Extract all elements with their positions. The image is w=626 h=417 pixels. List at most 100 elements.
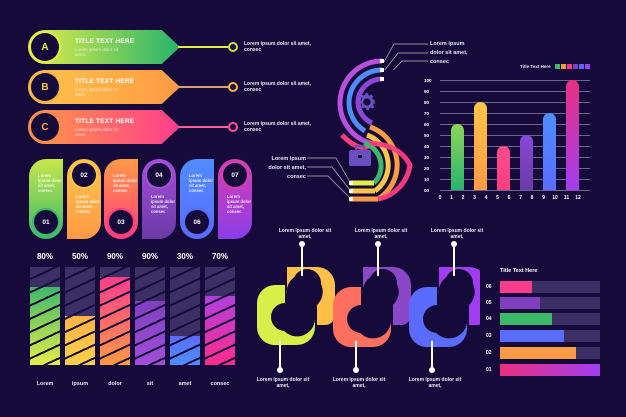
y-tick: 70 [424,111,430,116]
banner-letter: C [31,113,59,141]
connector-line [178,46,230,48]
hook-stem [453,246,455,276]
y-tick: 90 [424,89,430,94]
briefcase-icon [348,145,372,172]
x-tick: 9 [542,195,545,201]
s-top-label: Lorem ipsum [430,41,465,47]
y-tick: 100 [424,78,432,83]
legend-swatch [584,64,590,70]
s-bottom-label: consec [287,174,306,180]
x-tick: 8 [530,195,534,201]
hook-top-text: Lorem ipsum dolor sit amet, [354,228,408,240]
percent-bar-amet [170,267,200,365]
s-bottom-label: dolor sit amet, [268,165,306,171]
s-diagram [320,55,435,205]
banner-title: TITLE TEXT HERE [75,78,135,85]
banner-a: A TITLE TEXT HERE Lorem ipsum dolor sit … [28,30,311,64]
hbar-fill [500,364,600,376]
hbar-label: 06 [486,284,492,290]
pill-text: Lorem ipsum dolor sit amet, consec [227,194,251,214]
hbar-label: 04 [486,316,492,322]
percent-label: amet [178,381,192,387]
bar-11 [566,80,579,190]
hook-shapes-graphic [256,267,480,348]
y-tick: 60 [424,122,430,127]
pill-text: Lorem ipsum dolor sit amet, consec [151,194,175,214]
hbar-fill [500,297,540,309]
percent-label: sit [146,381,154,387]
legend-swatch [560,64,566,70]
pill-text: Lorem ipsum dolor sit amet, consec [113,173,137,193]
banner-letter: A [31,33,59,61]
hbar-fill [500,281,532,293]
percent-value: 50% [71,252,88,261]
banner-c: C TITLE TEXT HERE Lorem ipsum dolor sit … [28,110,311,144]
connector-dot [228,42,238,52]
bar-5 [497,146,510,190]
banner-desc: Lorem ipsum dolor sit amet, consec [244,81,311,93]
pill-04: 04 Lorem ipsum dolor sit amet, consec [142,159,176,239]
banner-title: TITLE TEXT HERE [75,118,135,125]
percent-value: 90% [141,252,158,261]
x-tick: 4 [484,195,488,201]
s-top-labels: Lorem ipsum dolor sit amet, consec [430,40,468,67]
x-tick: 5 [496,195,499,201]
percent-bar-ipsum [65,267,95,365]
percent-bar-dolor [100,267,130,365]
y-tick: 20 [424,166,430,171]
pill-07: 07 Lorem ipsum dolor sit amet, consec [218,159,252,239]
x-tick: 6 [507,195,511,201]
banner-desc: Lorem ipsum dolor sit amet, consec [244,41,311,53]
hook-bottom-text: Lorem ipsum dolor sit amet, [256,377,310,389]
percent-bar-sit [135,267,165,365]
s-top-label: dolor sit amet, [430,50,468,56]
hbar-fill [500,347,576,359]
pill-03: Lorem ipsum dolor sit amet, consec 03 [104,159,138,239]
connector-line [178,126,230,128]
legend-swatch [554,64,560,70]
banner-title: TITLE TEXT HERE [75,38,135,45]
x-tick: 10 [552,195,558,201]
percent-value: 80% [36,252,53,261]
pill-number: 06 [185,210,209,234]
bar-9 [543,113,556,190]
pill-text: Lorem ipsum dolor sit amet, consec [38,173,62,193]
percent-label: consec [210,381,230,387]
s-top-leader-lines [383,43,428,70]
pill-number: 03 [109,210,133,234]
x-tick: 12 [575,195,581,201]
hook-stem [301,246,303,276]
x-tick: 3 [473,195,476,201]
hook-bottom-text: Lorem ipsum dolor sit amet, [408,377,462,389]
hook-stem [431,341,433,369]
legend-swatch [572,64,578,70]
hbar-label: 03 [486,333,492,339]
pill-number: 02 [72,163,96,187]
hbar-label: 05 [486,300,492,306]
hook-dot [277,367,283,373]
s-bottom-leader-lines [307,157,351,199]
s-bottom-labels: Lorem ipsum dolor sit amet, consec [262,155,306,182]
legend-swatch [578,64,584,70]
x-tick: 1 [450,195,453,201]
x-tick: 2 [461,195,465,201]
pill-02: 02 Lorem ipsum dolor sit amet, consec [67,159,101,239]
y-tick: 50 [424,133,430,138]
hbar-label: 01 [486,367,492,373]
bar-1 [451,124,464,190]
hook-dot [299,241,305,247]
pill-number: 04 [147,163,171,187]
banner-desc: Lorem ipsum dolor sit amet, consec [244,121,311,133]
y-tick: 30 [424,155,430,160]
banner-letter: B [31,73,59,101]
pill-number: 01 [34,210,58,234]
hbar-fill [500,330,564,342]
legend-swatch [566,64,572,70]
x-tick: 11 [563,195,570,201]
x-tick: 0 [438,195,442,201]
hook-stem [279,341,281,369]
y-tick: 00 [424,188,430,193]
hook-stem [355,341,357,369]
hbar-label: 02 [486,350,492,356]
vertical-bar-chart: 100 90 80 70 60 50 40 30 20 10 00 0 1 2 … [424,78,590,201]
